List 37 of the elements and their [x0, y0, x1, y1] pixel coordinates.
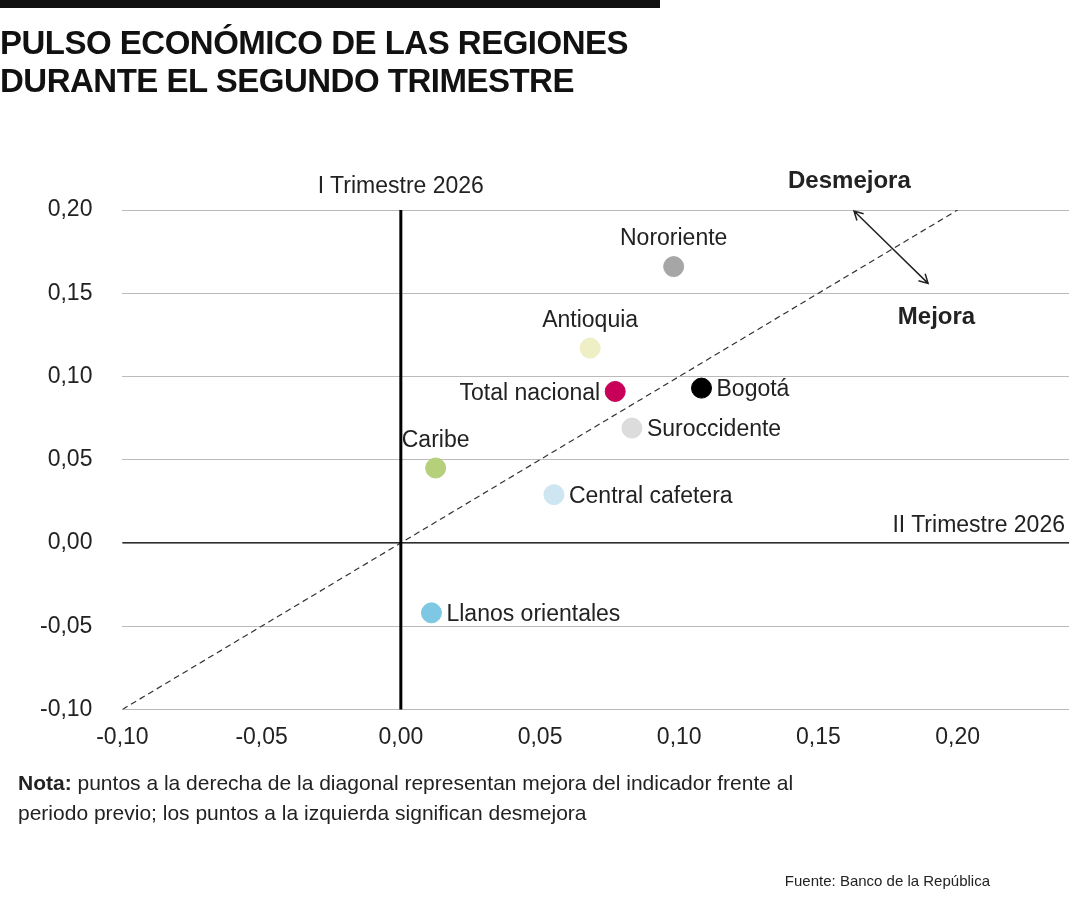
x-tick-label: 0,10: [656, 722, 702, 749]
x-tick-label: -0,05: [235, 722, 288, 749]
point: [543, 484, 565, 506]
y-tick-label: 0,15: [47, 278, 93, 305]
x-tick-label: 0,05: [517, 722, 563, 749]
text: Nota: puntos a la derecha de la diagonal representan mejora del indicador frente al periodo previo; los puntos a la izquierda significan desmejora: [18, 770, 795, 826]
series-label: Antioquia: [542, 306, 639, 333]
series-label: Total nacional: [459, 378, 601, 405]
series-label: Caribe: [401, 425, 470, 452]
x-tick-label: 0,15: [796, 722, 841, 749]
series-label: Bogotá: [716, 375, 790, 402]
point: [425, 457, 447, 479]
point: [604, 380, 626, 402]
y-tick-label: -0,10: [39, 694, 93, 721]
point: [691, 377, 713, 399]
x-tick-label: 0,00: [378, 722, 424, 749]
ref-line-label: II Trimestre 2026: [892, 510, 1065, 537]
source-note: Fuente: Banco de la República: [784, 872, 990, 889]
series-label: Llanos orientales: [446, 600, 621, 627]
y-tick-label: 0,00: [47, 528, 93, 555]
y-tick-label: 0,20: [47, 195, 93, 222]
chart-title: PULSO ECONÓMICO DE LAS REGIONES DURANTE EL SEGUNDO TRIMESTRE: [0, 24, 630, 100]
text: Desmejora: [788, 165, 912, 193]
series-label: Central cafetera: [568, 482, 733, 508]
y-tick-label: -0,05: [39, 611, 93, 638]
y-tick-label: 0,10: [47, 361, 93, 388]
series-label: Suroccidente: [646, 415, 782, 442]
point: [579, 337, 601, 359]
x-tick-label: 0,20: [935, 722, 981, 749]
y-tick-label: 0,05: [47, 445, 93, 472]
x-tick-label: -0,10: [96, 722, 149, 749]
annotation: Mejora: [897, 302, 976, 329]
point: [663, 256, 685, 278]
point: [420, 602, 442, 624]
point: [621, 417, 643, 439]
ref-line-label: I Trimestre 2026: [317, 171, 484, 198]
series-label: Nororiente: [619, 224, 728, 251]
